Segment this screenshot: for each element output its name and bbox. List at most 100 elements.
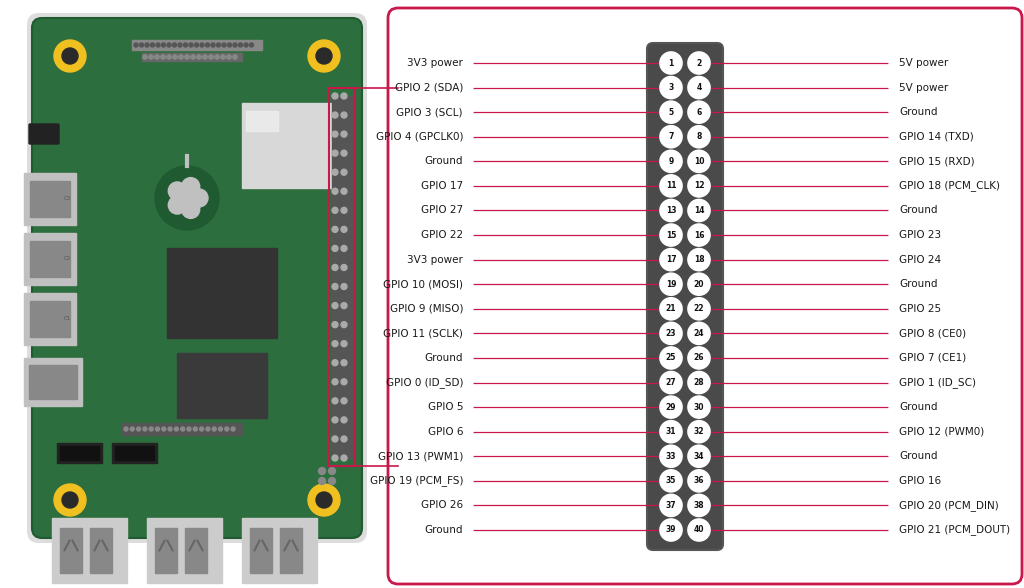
Circle shape (203, 55, 207, 59)
Text: 17: 17 (666, 255, 676, 264)
Text: 32: 32 (693, 427, 705, 436)
Circle shape (889, 354, 897, 362)
Circle shape (200, 43, 204, 47)
Text: Ground: Ground (899, 279, 938, 289)
Text: GPIO 26: GPIO 26 (421, 500, 463, 510)
Bar (250, 528, 272, 573)
Circle shape (465, 477, 473, 485)
Text: 25: 25 (666, 353, 676, 362)
Circle shape (660, 298, 682, 320)
Circle shape (143, 427, 146, 431)
Circle shape (250, 43, 254, 47)
Text: 5V power: 5V power (899, 58, 948, 68)
Circle shape (341, 112, 347, 118)
Circle shape (341, 283, 347, 289)
Text: GPIO 15 (RXD): GPIO 15 (RXD) (899, 156, 975, 166)
Circle shape (465, 108, 473, 116)
Circle shape (465, 158, 473, 165)
Circle shape (190, 55, 196, 59)
Text: Ground: Ground (425, 156, 463, 166)
Circle shape (329, 477, 336, 485)
Circle shape (341, 303, 347, 309)
Circle shape (889, 403, 897, 411)
Circle shape (178, 43, 182, 47)
Bar (30, 241, 70, 277)
Text: 10: 10 (693, 157, 705, 166)
Text: 33: 33 (666, 452, 676, 461)
Bar (242, 103, 332, 188)
FancyBboxPatch shape (27, 13, 367, 543)
Circle shape (225, 427, 228, 431)
Circle shape (155, 55, 159, 59)
Circle shape (465, 403, 473, 411)
Circle shape (332, 360, 338, 366)
Text: 37: 37 (666, 501, 676, 510)
Circle shape (332, 303, 338, 309)
Text: GPIO 10 (MOSI): GPIO 10 (MOSI) (383, 279, 463, 289)
Text: C3: C3 (63, 196, 71, 202)
Circle shape (889, 502, 897, 509)
Circle shape (172, 43, 176, 47)
Circle shape (308, 484, 340, 516)
Text: 19: 19 (666, 280, 676, 289)
Circle shape (341, 150, 347, 156)
Text: 27: 27 (666, 378, 676, 387)
Bar (329, 88, 355, 466)
Text: Ground: Ground (425, 353, 463, 363)
Bar (115, 446, 154, 460)
Text: 20: 20 (693, 280, 705, 289)
Text: 12: 12 (693, 181, 705, 191)
Circle shape (173, 55, 177, 59)
Text: 9: 9 (669, 157, 674, 166)
Circle shape (332, 398, 338, 404)
Bar (122, 423, 242, 435)
Text: 18: 18 (693, 255, 705, 264)
Circle shape (316, 48, 332, 64)
Circle shape (688, 347, 710, 369)
Circle shape (216, 43, 220, 47)
Circle shape (660, 396, 682, 418)
Circle shape (244, 43, 248, 47)
Circle shape (341, 398, 347, 404)
Text: GPIO 18 (PCM_CLK): GPIO 18 (PCM_CLK) (899, 181, 1000, 191)
Circle shape (341, 265, 347, 270)
Text: GPIO 9 (MISO): GPIO 9 (MISO) (389, 304, 463, 314)
Circle shape (465, 206, 473, 214)
Circle shape (62, 492, 78, 508)
Circle shape (341, 340, 347, 347)
Circle shape (206, 43, 210, 47)
Circle shape (189, 43, 193, 47)
Circle shape (889, 231, 897, 239)
Circle shape (889, 305, 897, 313)
Text: C2: C2 (63, 256, 71, 262)
Circle shape (212, 427, 216, 431)
Circle shape (187, 427, 191, 431)
Text: 11: 11 (666, 181, 676, 191)
Bar (90, 528, 112, 573)
Circle shape (168, 182, 186, 200)
Circle shape (660, 372, 682, 393)
Text: 1: 1 (669, 58, 674, 68)
Circle shape (195, 43, 199, 47)
Circle shape (465, 452, 473, 460)
Text: GPIO 24: GPIO 24 (899, 255, 941, 265)
Text: GPIO 7 (CE1): GPIO 7 (CE1) (899, 353, 967, 363)
FancyBboxPatch shape (32, 18, 362, 538)
Circle shape (168, 196, 186, 214)
Circle shape (162, 427, 166, 431)
Circle shape (232, 55, 238, 59)
Circle shape (168, 427, 172, 431)
Circle shape (200, 427, 204, 431)
Circle shape (465, 182, 473, 190)
Text: GPIO 22: GPIO 22 (421, 230, 463, 240)
Text: 3V3 power: 3V3 power (408, 255, 463, 265)
Circle shape (181, 201, 200, 218)
Circle shape (167, 43, 171, 47)
Text: GPIO 5: GPIO 5 (427, 402, 463, 412)
Circle shape (316, 492, 332, 508)
Text: GPIO 14 (TXD): GPIO 14 (TXD) (899, 132, 974, 142)
Circle shape (341, 208, 347, 213)
Circle shape (332, 379, 338, 385)
Circle shape (465, 231, 473, 239)
Bar (185, 528, 207, 573)
